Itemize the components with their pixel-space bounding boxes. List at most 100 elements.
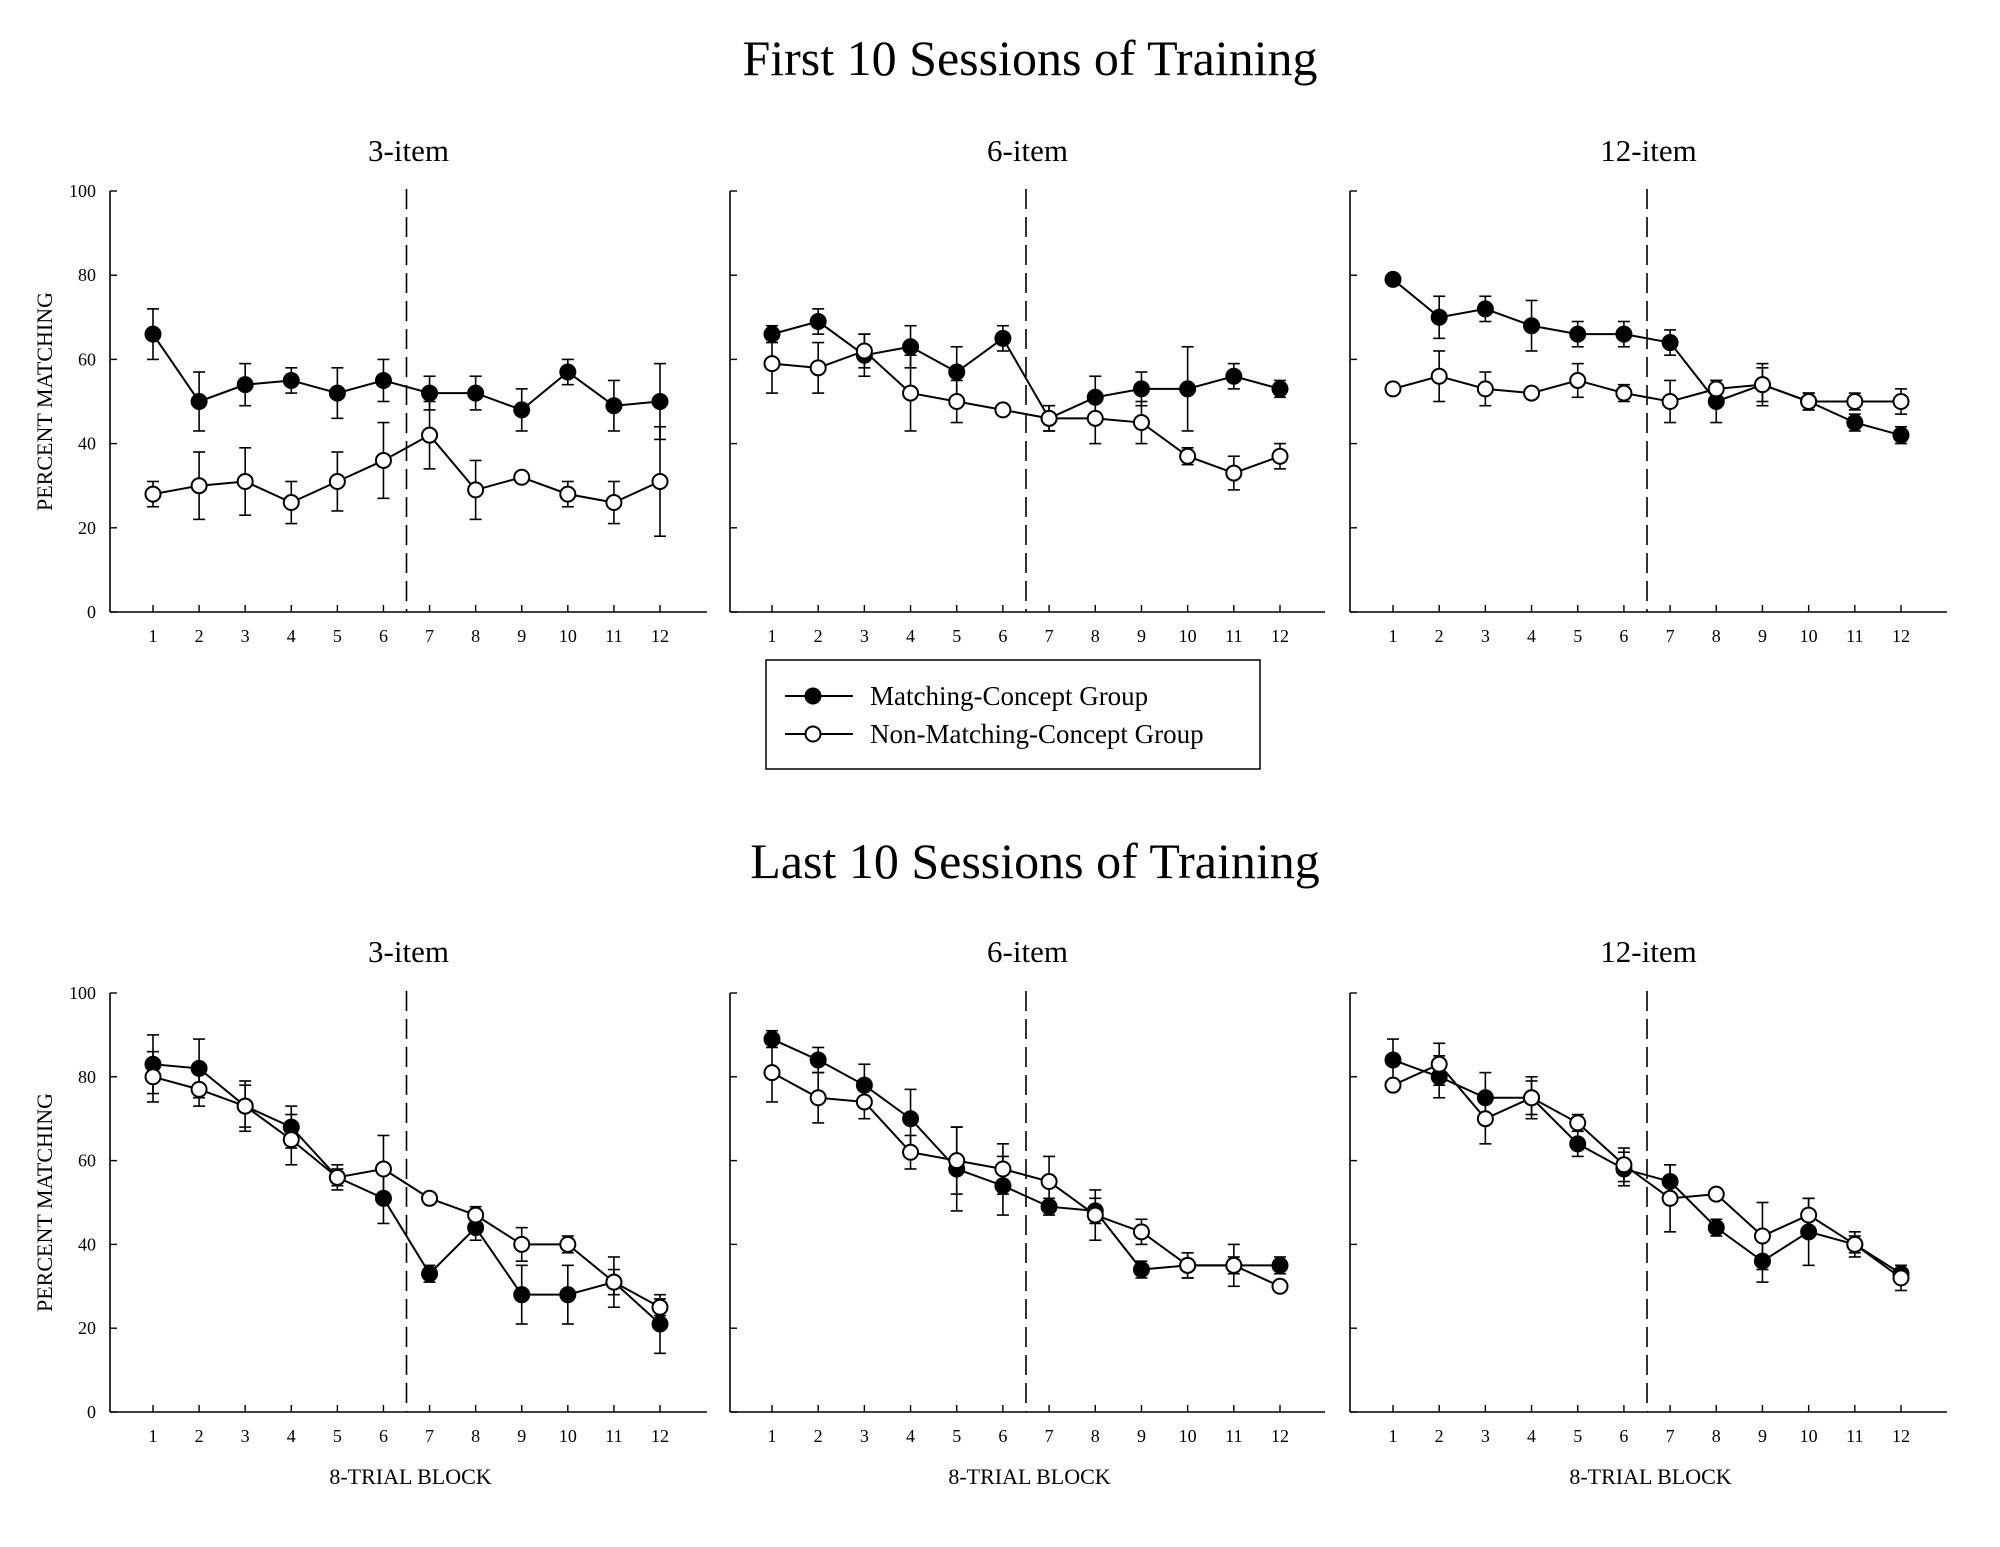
data-point [282,1131,300,1149]
y-tick-label: 20 [78,1318,96,1338]
data-point [1569,371,1587,389]
data-point [467,384,485,402]
data-point [1271,1277,1289,1295]
x-tick-label: 7 [1666,626,1675,646]
x-tick-label: 6 [379,626,388,646]
x-tick-label: 6 [1619,626,1628,646]
data-point [1846,393,1864,410]
legend-box [765,659,1261,770]
data-point [1132,1223,1150,1241]
data-point [1086,409,1104,427]
data-point [559,485,577,503]
data-point [1179,447,1197,465]
series-non-matching-concept [763,333,1289,491]
x-tick-label: 9 [1758,1426,1767,1446]
data-point [855,342,873,360]
data-point [902,384,920,402]
data-point [559,1235,577,1253]
data-point [651,1315,669,1333]
data-point [144,325,162,343]
x-tick-label: 10 [1179,1426,1197,1446]
data-point [1707,380,1725,398]
data-point [513,401,531,419]
data-point [513,468,531,486]
x-tick-label: 8 [1091,626,1100,646]
data-point [1846,1235,1864,1253]
data-point [328,472,346,490]
x-tick-label: 3 [1481,626,1490,646]
data-point [1800,1206,1818,1224]
x-tick-label: 7 [425,1426,434,1446]
x-axis-label: 8-TRIAL BLOCK [329,1464,491,1489]
y-tick-label: 40 [78,434,96,454]
data-point [1132,380,1150,398]
x-tick-label: 11 [605,626,622,646]
x-tick-label: 6 [379,1426,388,1446]
x-tick-label: 12 [651,626,669,646]
data-point [236,472,254,490]
x-tick-label: 5 [952,1426,961,1446]
x-tick-label: 8 [1712,1426,1721,1446]
x-tick-label: 11 [605,1426,622,1446]
data-point [1892,426,1910,444]
data-point [1569,1135,1587,1153]
data-point [1040,1173,1058,1191]
data-point [1179,1256,1197,1274]
data-point [1661,393,1679,410]
x-tick-label: 2 [814,626,823,646]
data-point [948,1152,966,1170]
data-point [1430,308,1448,326]
x-tick-label: 7 [1045,1426,1054,1446]
data-point [1615,1156,1633,1174]
x-tick-label: 4 [906,626,915,646]
x-tick-label: 11 [1225,1426,1242,1446]
data-point [1132,1261,1150,1279]
data-point [1707,1185,1725,1203]
x-tick-label: 1 [149,626,158,646]
x-tick-label: 2 [195,626,204,646]
data-point [1430,1055,1448,1073]
x-tick-label: 3 [1481,1426,1490,1446]
x-tick-label: 5 [952,626,961,646]
data-point [144,485,162,503]
data-point [1753,1227,1771,1245]
data-point [421,384,439,402]
panel-title: 6-item [987,133,1068,168]
data-point [1179,380,1197,398]
data-point [1569,325,1587,343]
x-tick-label: 5 [333,1426,342,1446]
data-point [651,472,669,490]
data-point [1384,1076,1402,1094]
data-point [1892,393,1910,410]
panel-title: 3-item [368,934,449,969]
x-tick-label: 3 [860,1426,869,1446]
data-point [374,451,392,469]
data-point [1225,1256,1243,1274]
data-point [236,376,254,394]
x-tick-label: 9 [1137,626,1146,646]
data-point [328,1168,346,1186]
series-non-matching-concept [144,1050,669,1317]
data-point [467,481,485,499]
x-tick-label: 7 [425,626,434,646]
data-point [994,401,1012,419]
y-axis-label: PERCENT MATCHING [32,292,57,511]
x-tick-label: 4 [287,626,296,646]
data-point [902,1110,920,1128]
x-tick-label: 3 [241,626,250,646]
data-point [1661,1189,1679,1207]
data-point [1225,367,1243,385]
data-point [1707,1219,1725,1237]
x-tick-label: 5 [1573,626,1582,646]
x-tick-label: 4 [1527,626,1536,646]
x-tick-label: 5 [1573,1426,1582,1446]
data-point [1271,1256,1289,1274]
data-point [1132,414,1150,432]
y-tick-label: 0 [87,602,96,622]
data-point [994,1160,1012,1178]
data-point [1384,380,1402,398]
